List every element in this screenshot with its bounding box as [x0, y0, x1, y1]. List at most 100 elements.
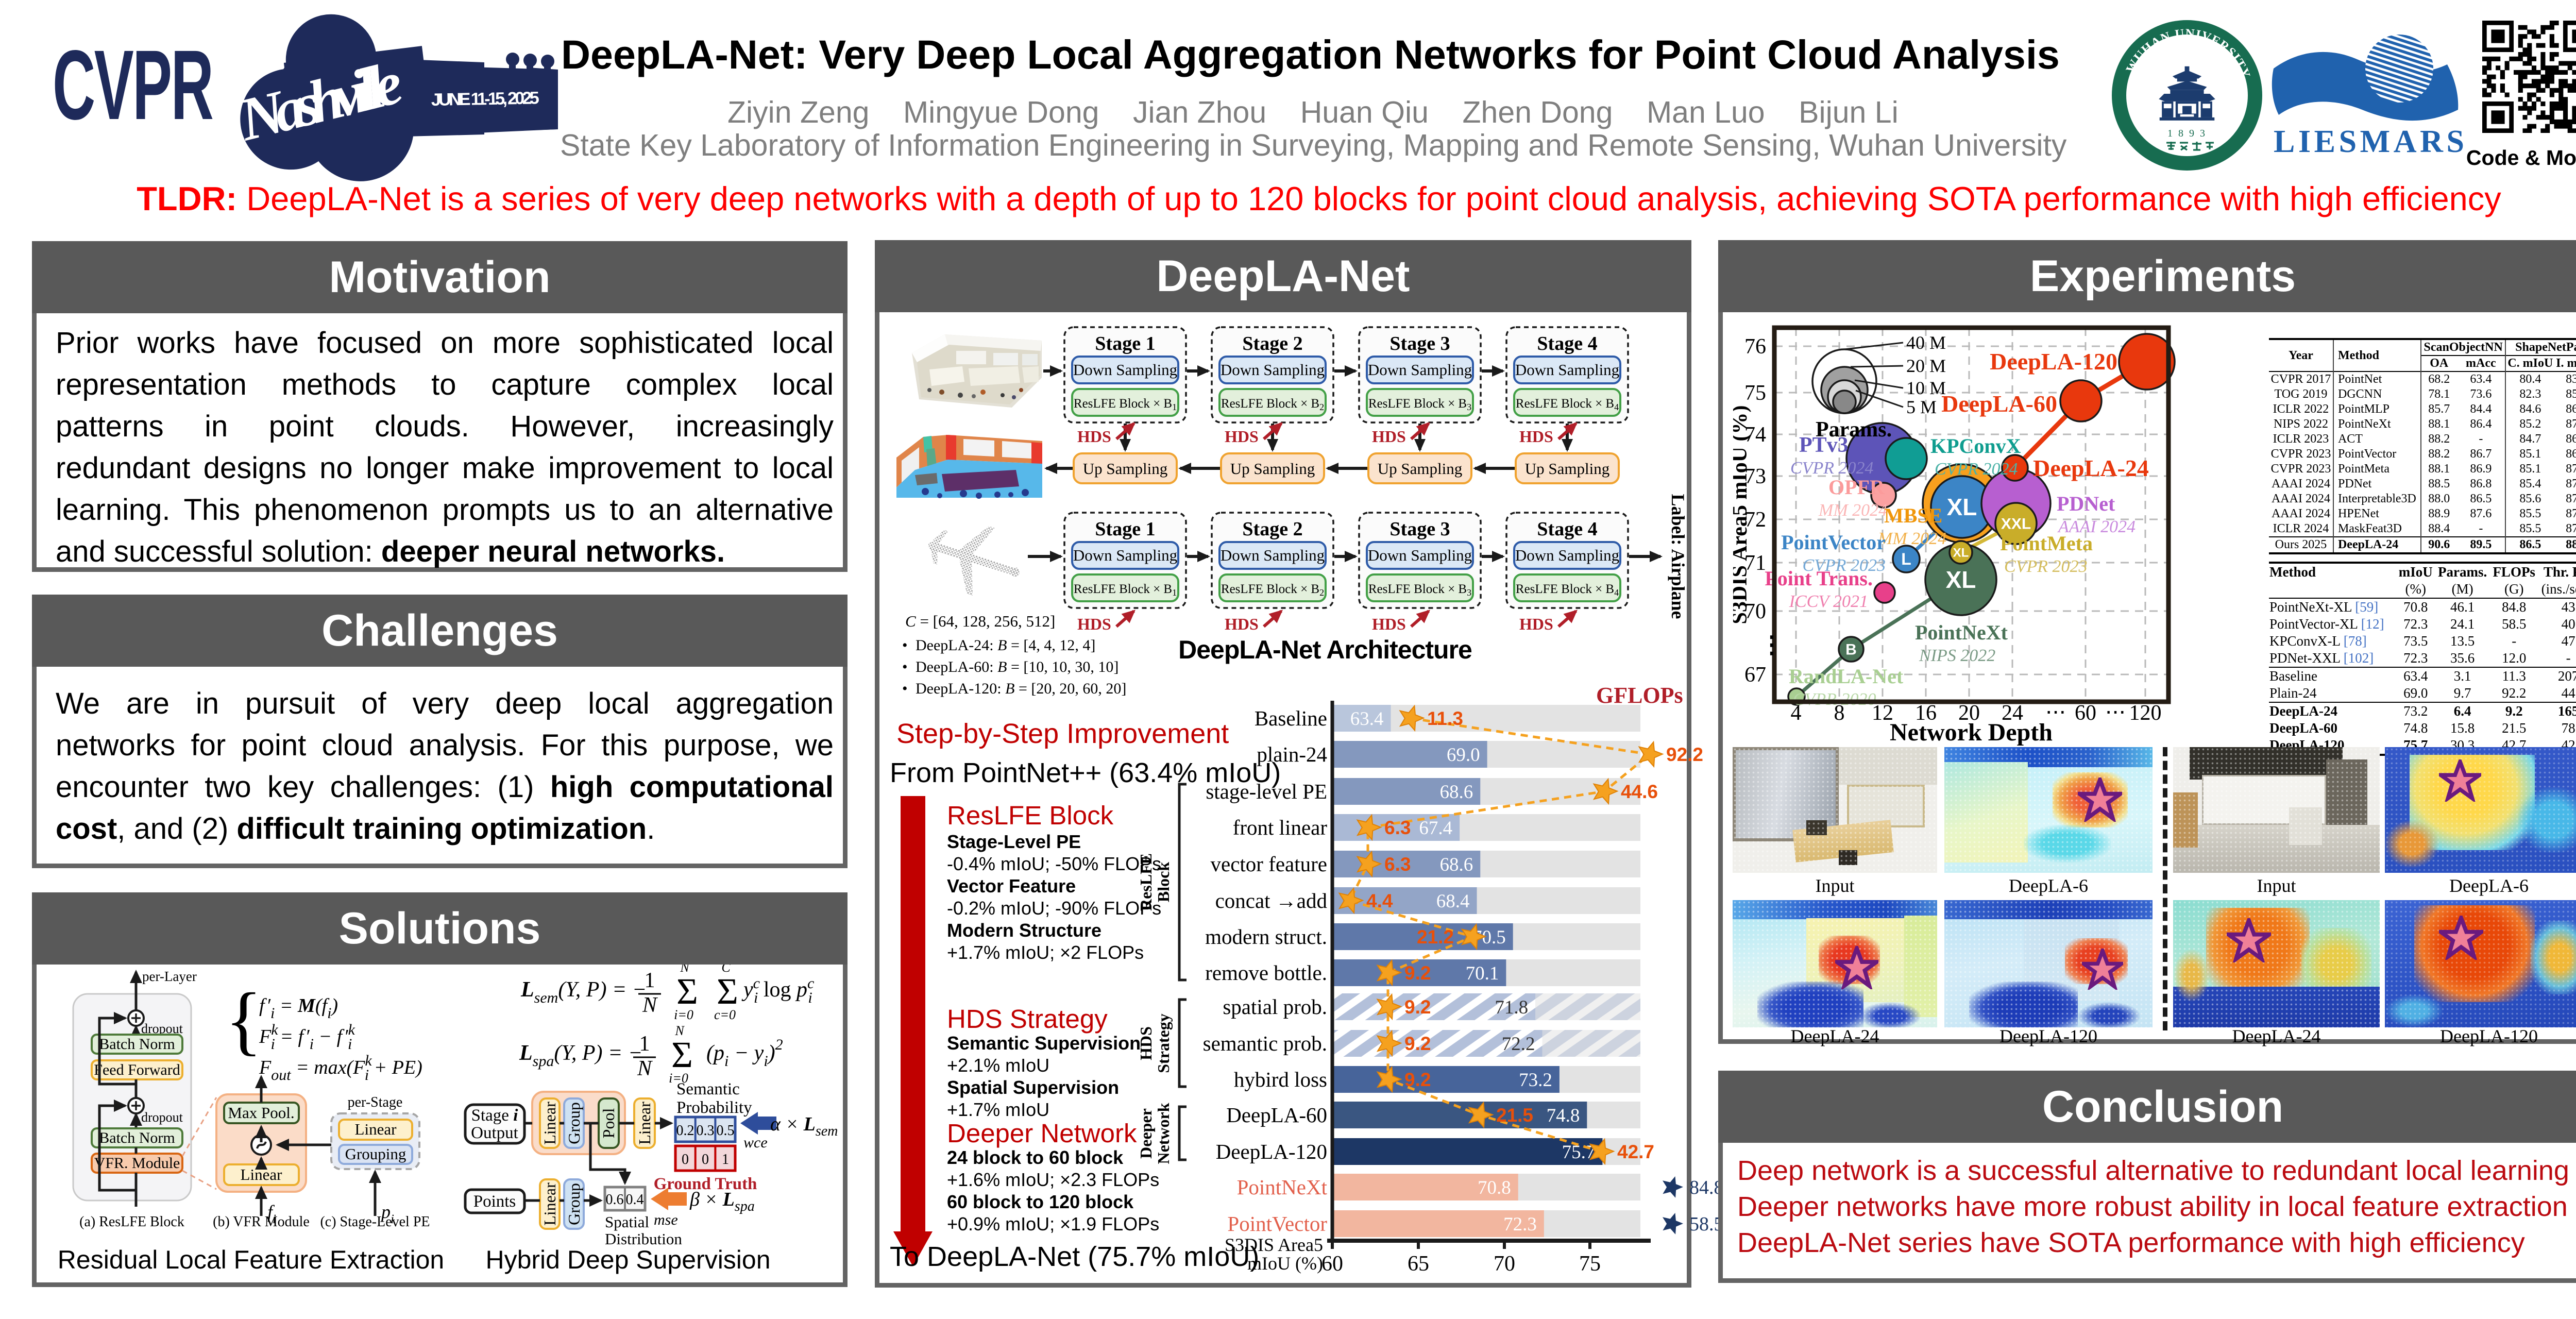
svg-text:per-Layer: per-Layer: [142, 969, 197, 984]
svg-text:front linear: front linear: [1233, 816, 1328, 839]
svg-text:MM 2024: MM 2024: [1818, 501, 1887, 520]
svg-text:DeepLA-120: DeepLA-120: [1990, 348, 2117, 375]
svg-text:6.3: 6.3: [1384, 854, 1411, 875]
svg-text:1: 1: [645, 969, 655, 992]
svg-text:semantic prob.: semantic prob.: [1203, 1031, 1327, 1055]
svg-text:Ground Truth: Ground Truth: [654, 1175, 757, 1193]
svg-text:DeeperNetwork: DeeperNetwork: [1137, 1103, 1173, 1164]
svg-text:OPFR: OPFR: [1828, 476, 1885, 499]
svg-text:L: L: [1901, 550, 1911, 568]
svg-text:DeepLA-120: B = [20, 20, 60, 2: DeepLA-120: B = [20, 20, 60, 20]: [916, 680, 1126, 697]
svg-text:DeepLA-60: DeepLA-60: [1941, 391, 2057, 417]
svg-text:B: B: [1845, 641, 1857, 658]
svg-text:N: N: [680, 965, 690, 975]
svg-text:plain-24: plain-24: [1257, 742, 1327, 766]
svg-text:per-Stage: per-Stage: [348, 1094, 403, 1110]
svg-text:Stage 3: Stage 3: [1389, 333, 1450, 354]
svg-text:CVPR: CVPR: [53, 30, 213, 141]
svg-text:(a) ResLFE Block: (a) ResLFE Block: [79, 1214, 184, 1230]
svg-text:Stage i: Stage i: [471, 1106, 519, 1125]
svg-text:Down Sampling: Down Sampling: [1073, 361, 1177, 379]
svg-text:Lsem(Y, P) = −: Lsem(Y, P) = −: [520, 978, 647, 1006]
svg-text:0: 0: [682, 1152, 689, 1168]
svg-text:Fout = max(Fki + PE): Fout = max(Fk i + PE): [259, 1052, 422, 1084]
svg-text:Up Sampling: Up Sampling: [1083, 460, 1167, 478]
svg-text:75.7: 75.7: [1562, 1142, 1596, 1163]
svg-text:67.4: 67.4: [1419, 818, 1452, 839]
svg-text:β × Lspa: β × Lspa: [689, 1189, 755, 1214]
svg-text:63.4: 63.4: [1350, 708, 1384, 730]
svg-text:DeepLA-120: DeepLA-120: [1216, 1140, 1327, 1163]
svg-text:9.2: 9.2: [1404, 962, 1431, 984]
svg-text:mIoU (%): mIoU (%): [1247, 1253, 1323, 1274]
svg-text:c=0: c=0: [714, 1007, 736, 1022]
svg-text:Stage 2: Stage 2: [1242, 518, 1302, 540]
svg-text:DeepLA-24: B = [4, 4, 12, 4]: DeepLA-24: B = [4, 4, 12, 4]: [916, 637, 1095, 654]
svg-text:CVPR 2023: CVPR 2023: [1803, 556, 1886, 575]
svg-text:Max Pool.: Max Pool.: [228, 1104, 294, 1122]
svg-text:1: 1: [639, 1032, 650, 1056]
svg-text:0: 0: [702, 1152, 709, 1168]
svg-text:Stage 4: Stage 4: [1537, 333, 1597, 354]
svg-text:68.4: 68.4: [1436, 891, 1470, 912]
svg-text:N: N: [642, 993, 658, 1017]
svg-text:76: 76: [1744, 335, 1766, 359]
svg-text:HDS: HDS: [1225, 615, 1259, 633]
svg-text:PointVector: PointVector: [1227, 1212, 1327, 1236]
svg-text:70: 70: [1494, 1252, 1515, 1276]
svg-text:0.6: 0.6: [606, 1192, 624, 1208]
svg-text:Σ: Σ: [717, 971, 738, 1012]
svg-text:74.8: 74.8: [1547, 1105, 1580, 1126]
svg-text:Label: Airplane: Label: Airplane: [1668, 494, 1687, 619]
svg-text:hybird loss: hybird loss: [1234, 1068, 1327, 1091]
svg-text:Stage 2: Stage 2: [1242, 333, 1302, 354]
svg-text:Lspa(Y, P) = −: Lspa(Y, P) = −: [519, 1041, 642, 1070]
svg-text:PDNet: PDNet: [2057, 492, 2115, 515]
svg-text:73: 73: [1744, 465, 1766, 488]
svg-text:0.5: 0.5: [717, 1123, 735, 1139]
svg-text:0.2: 0.2: [676, 1123, 694, 1139]
svg-text:Down Sampling: Down Sampling: [1368, 546, 1472, 564]
svg-text:Fki = f ′i − f ′ki: Fk i = f ′i − f ′k i: [259, 1021, 355, 1053]
svg-text:concat →add: concat →add: [1215, 889, 1327, 912]
svg-text:HDS: HDS: [1077, 615, 1111, 633]
svg-text:Group: Group: [565, 1102, 583, 1144]
svg-text:65: 65: [1408, 1252, 1429, 1276]
svg-text:68.6: 68.6: [1439, 782, 1473, 803]
svg-text:9.2: 9.2: [1404, 1069, 1431, 1090]
svg-text:ResLFE Block × B1: ResLFE Block × B1: [1074, 397, 1177, 412]
svg-text:DeepLA-Net Architecture: DeepLA-Net Architecture: [1178, 635, 1472, 664]
svg-text:(c) Stage-Level PE: (c) Stage-Level PE: [320, 1214, 430, 1230]
svg-text:Feed Forward: Feed Forward: [94, 1061, 180, 1078]
svg-text:KPConvX: KPConvX: [1930, 434, 2021, 458]
svg-text:Linear: Linear: [540, 1182, 559, 1226]
svg-text:Hybrid Deep Supervision: Hybrid Deep Supervision: [485, 1245, 770, 1274]
svg-text:•: •: [902, 680, 908, 697]
svg-text:i=0: i=0: [669, 1071, 688, 1086]
svg-text:S3DIS Area5 mIoU (%): S3DIS Area5 mIoU (%): [1733, 405, 1752, 624]
svg-text:ResLFE Block × B4: ResLFE Block × B4: [1516, 582, 1619, 598]
svg-text:Semantic: Semantic: [676, 1080, 740, 1098]
svg-text:20 M: 20 M: [1906, 356, 1946, 376]
svg-text:Batch Norm: Batch Norm: [99, 1129, 175, 1146]
svg-text:CVPR 2024: CVPR 2024: [1790, 459, 1873, 478]
svg-text:Baseline: Baseline: [1255, 706, 1327, 730]
svg-text:75: 75: [1744, 381, 1766, 405]
svg-text:Down Sampling: Down Sampling: [1515, 361, 1619, 379]
svg-text:21.2: 21.2: [1417, 926, 1454, 948]
svg-text:Stage 1: Stage 1: [1095, 333, 1155, 354]
svg-text:remove bottle.: remove bottle.: [1205, 961, 1327, 985]
svg-text:Spatial: Spatial: [605, 1213, 649, 1231]
svg-text:CVPR 2024: CVPR 2024: [1935, 460, 2018, 479]
svg-text:1: 1: [722, 1152, 729, 1168]
svg-text:ResLFE Block × B1: ResLFE Block × B1: [1074, 582, 1177, 598]
svg-text:70.1: 70.1: [1466, 963, 1499, 984]
svg-text:71: 71: [1744, 551, 1766, 575]
svg-text:24: 24: [2002, 701, 2023, 725]
svg-text:ResLFE Block × B4: ResLFE Block × B4: [1516, 397, 1619, 412]
svg-text:⋅⋅⋅: ⋅⋅⋅: [2045, 701, 2066, 725]
svg-text:6.3: 6.3: [1384, 817, 1411, 838]
svg-text:60: 60: [1321, 1252, 1343, 1276]
svg-text:PointMeta: PointMeta: [2000, 532, 2093, 555]
svg-text:58.5: 58.5: [1689, 1213, 1724, 1235]
